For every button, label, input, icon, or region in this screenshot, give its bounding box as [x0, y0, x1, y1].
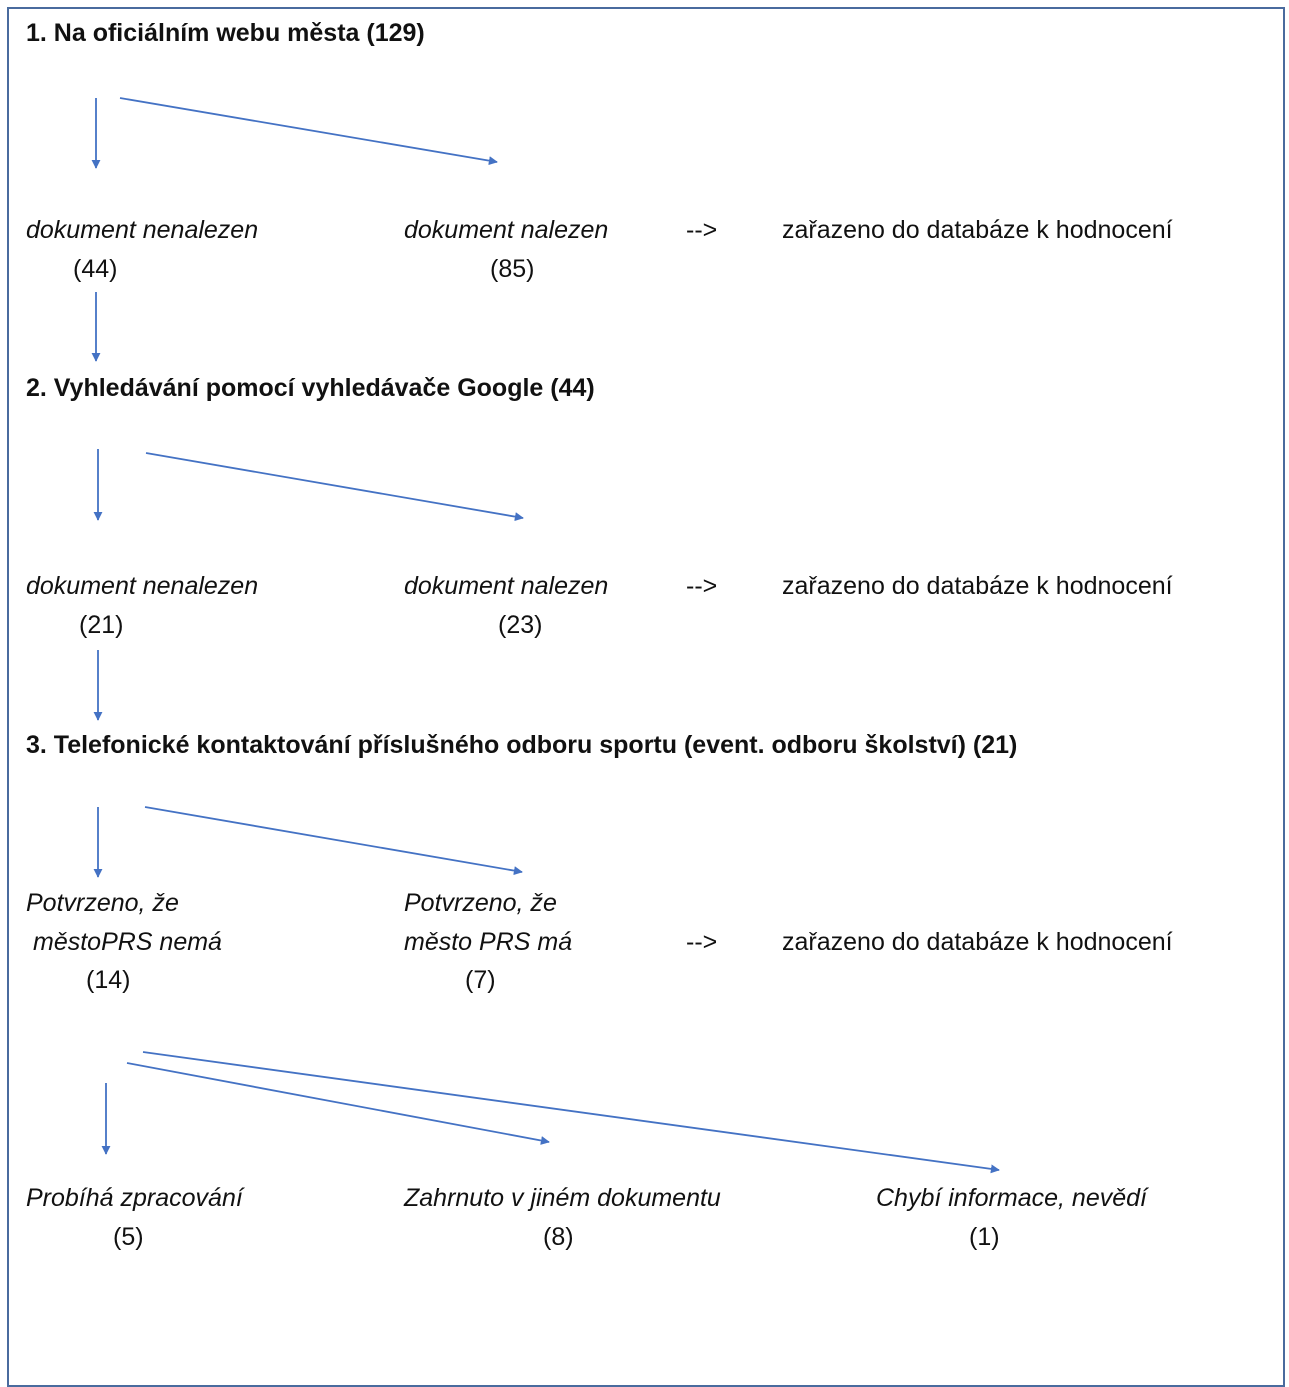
- step1-result: zařazeno do databáze k hodnocení: [782, 216, 1173, 244]
- step4-missing-count: (1): [969, 1223, 1000, 1251]
- step3-heading: 3. Telefonické kontaktování příslušného …: [26, 731, 1018, 759]
- step4-included-count: (8): [543, 1223, 574, 1251]
- step2-heading: 2. Vyhledávání pomocí vyhledávače Google…: [26, 374, 595, 402]
- step1-found-count: (85): [490, 255, 535, 283]
- step3-yes-count: (7): [465, 966, 496, 994]
- step3-arrow-text: -->: [686, 928, 718, 956]
- step1-heading: 1. Na oficiálním webu města (129): [26, 19, 425, 47]
- step2-result: zařazeno do databáze k hodnocení: [782, 572, 1173, 600]
- step2-not-found-count: (21): [79, 611, 124, 639]
- step4-missing-arrow: [142, 1051, 1000, 1174]
- step3-yes-arrow: [144, 806, 523, 876]
- step4-processing-count: (5): [113, 1223, 144, 1251]
- step4-included-label: Zahrnuto v jiném dokumentu: [404, 1184, 721, 1212]
- step2-found-arrow: [145, 452, 524, 522]
- step1-not-found-label: dokument nenalezen: [26, 216, 259, 244]
- step3-no-line2: městoPRS nemá: [33, 928, 222, 956]
- step3-no-line1: Potvrzeno, že: [26, 889, 179, 917]
- step3-no-count: (14): [86, 966, 131, 994]
- step2-not-found-label: dokument nenalezen: [26, 572, 259, 600]
- step2-found-label: dokument nalezen: [404, 572, 609, 600]
- step1-found-arrow: [119, 97, 498, 166]
- step3-result: zařazeno do databáze k hodnocení: [782, 928, 1173, 956]
- step4-included-arrow: [126, 1062, 550, 1145]
- step1-found-label: dokument nalezen: [404, 216, 609, 244]
- step3-yes-line2: město PRS má: [404, 928, 573, 956]
- step4-processing-label: Probíhá zpracování: [26, 1184, 243, 1212]
- step3-yes-line1: Potvrzeno, že: [404, 889, 557, 917]
- step2-found-count: (23): [498, 611, 543, 639]
- step1-not-found-count: (44): [73, 255, 118, 283]
- step4-missing-label: Chybí informace, nevědí: [876, 1184, 1147, 1212]
- step1-arrow-text: -->: [686, 216, 718, 244]
- step2-arrow-text: -->: [686, 572, 718, 600]
